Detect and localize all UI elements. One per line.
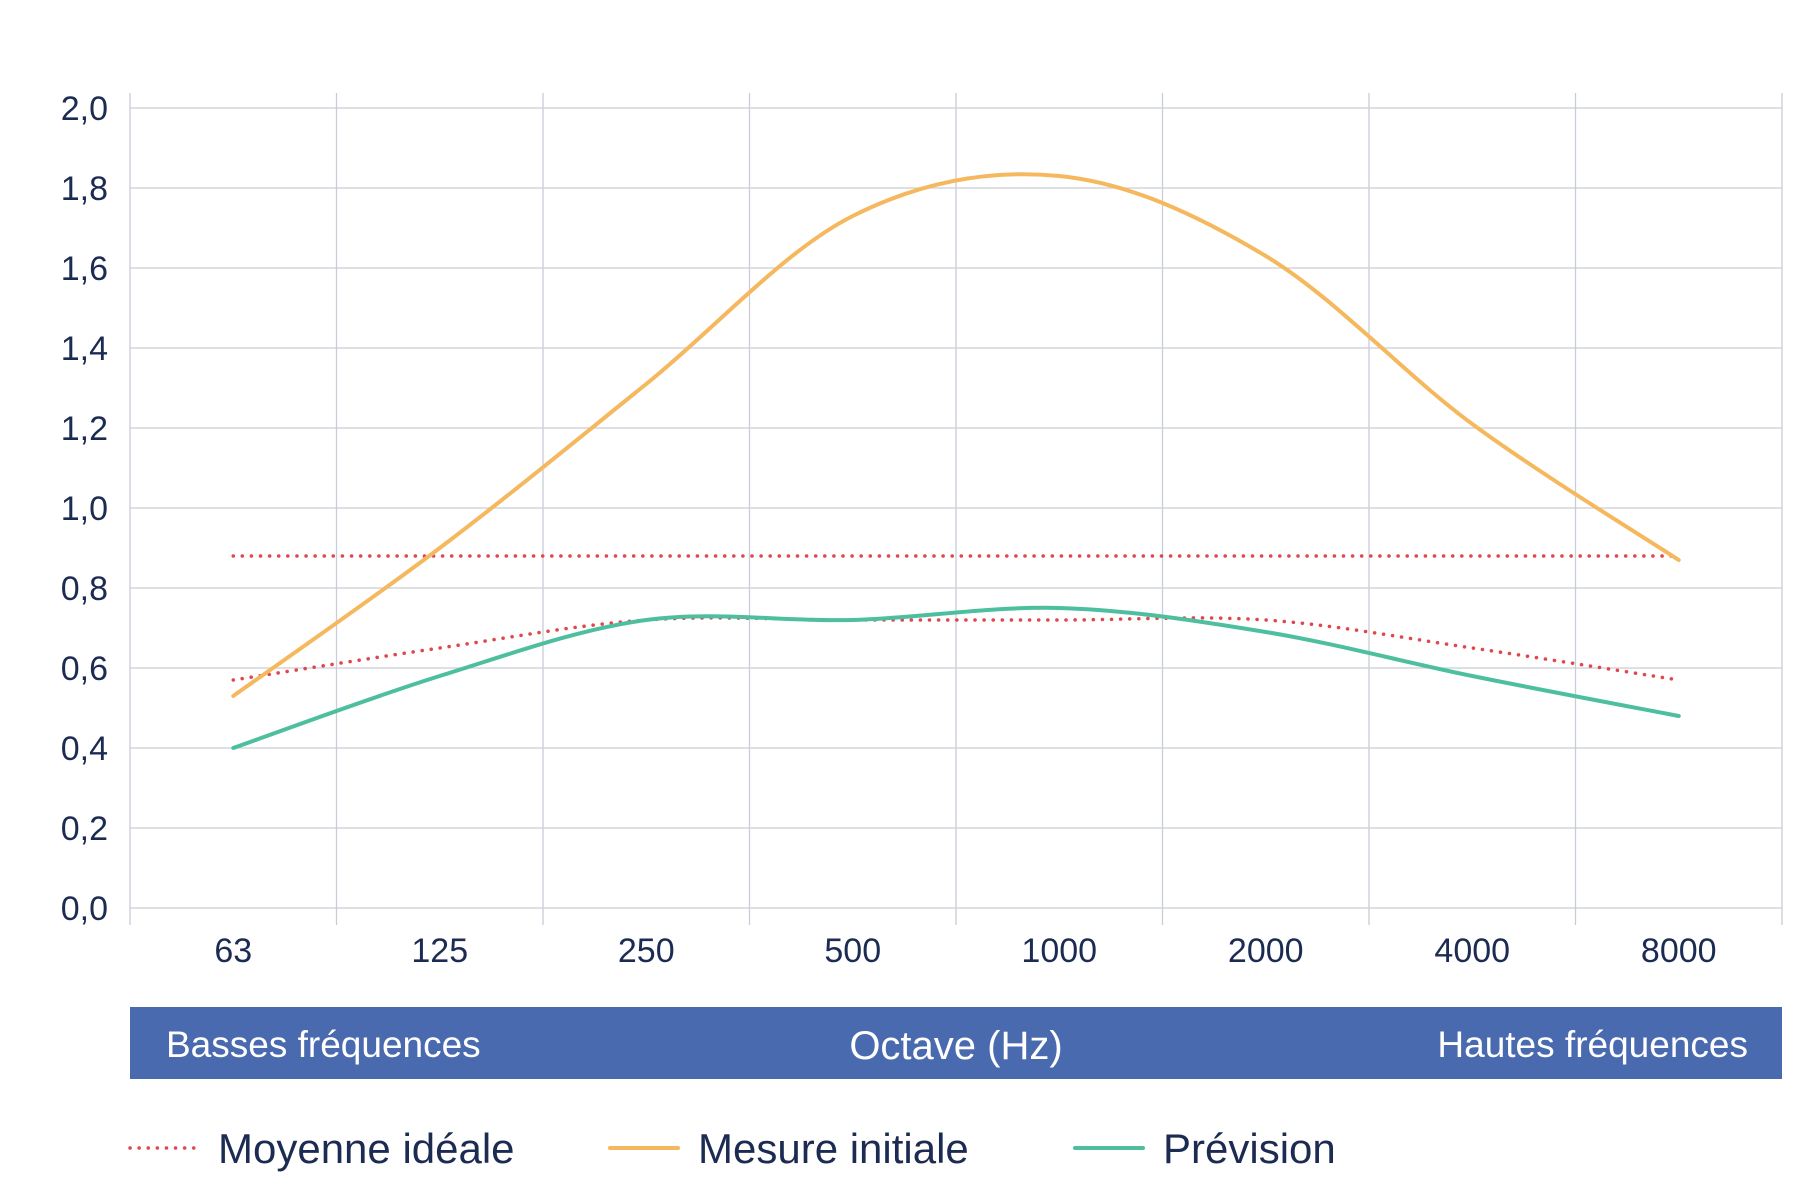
x-tick-label: 8000 xyxy=(1641,932,1717,970)
x-tick-label: 500 xyxy=(824,932,881,970)
y-tick-label: 0,6 xyxy=(61,650,108,688)
axis-band: Basses fréquences Octave (Hz) Hautes fré… xyxy=(130,1007,1782,1079)
y-tick-label: 0,8 xyxy=(61,570,108,608)
y-axis-ticks: 0,0 0,2 0,4 0,6 0,8 1,0 1,2 1,4 1,6 1,8 2,0 xyxy=(61,90,108,928)
axis-band-background xyxy=(130,1007,1782,1079)
x-tick-label: 1000 xyxy=(1021,932,1097,970)
legend: Moyenne idéale Mesure initiale Prévision xyxy=(128,1125,1336,1172)
x-tick-label: 2000 xyxy=(1228,932,1304,970)
band-label-right: Hautes fréquences xyxy=(1437,1024,1748,1065)
legend-label: Prévision xyxy=(1163,1125,1336,1172)
band-label-center: Octave (Hz) xyxy=(849,1024,1062,1068)
grid xyxy=(129,93,1783,925)
series-line-mesure-initiale xyxy=(231,172,1681,698)
legend-label: Mesure initiale xyxy=(698,1125,969,1172)
series-line-prevision xyxy=(231,605,1681,750)
legend-label: Moyenne idéale xyxy=(218,1125,515,1172)
x-tick-label: 250 xyxy=(618,932,675,970)
x-tick-label: 63 xyxy=(214,932,252,970)
y-tick-label: 1,6 xyxy=(61,250,108,288)
y-tick-label: 1,4 xyxy=(61,330,108,368)
y-tick-label: 1,8 xyxy=(61,170,108,208)
y-tick-label: 0,4 xyxy=(61,730,108,768)
band-label-left: Basses fréquences xyxy=(166,1024,481,1065)
series-lines xyxy=(231,172,1681,750)
y-tick-label: 2,0 xyxy=(61,90,108,128)
y-tick-label: 0,0 xyxy=(61,890,108,928)
y-tick-label: 1,2 xyxy=(61,410,108,448)
y-tick-label: 0,2 xyxy=(61,810,108,848)
x-tick-label: 125 xyxy=(411,932,468,970)
y-tick-label: 1,0 xyxy=(61,490,108,528)
series-line-reference-1 xyxy=(231,616,1681,682)
x-tick-label: 4000 xyxy=(1434,932,1510,970)
x-axis-ticks: 63 125 250 500 1000 2000 4000 8000 xyxy=(214,932,1716,970)
